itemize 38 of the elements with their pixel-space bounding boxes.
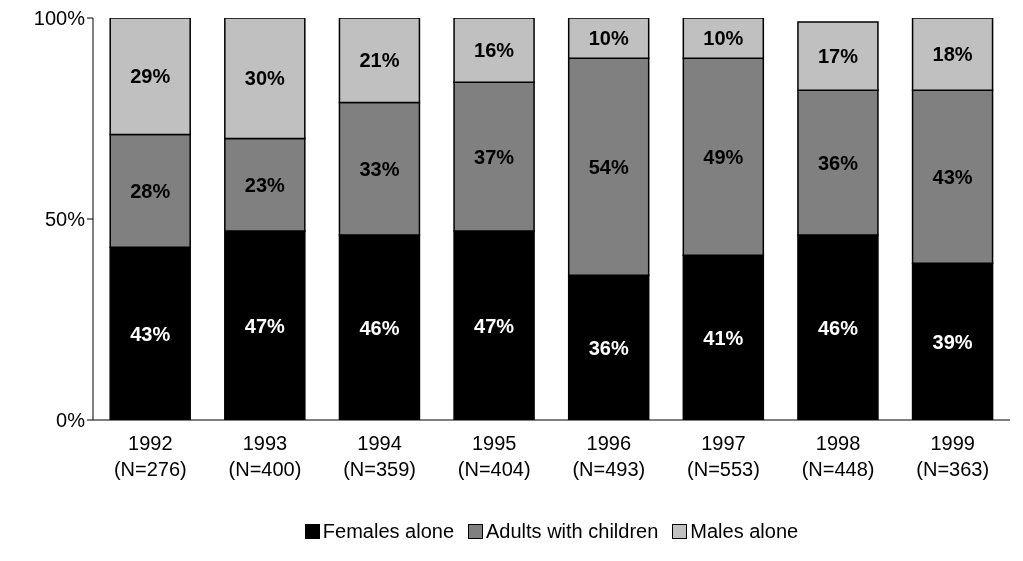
data-label: 47% <box>244 314 286 337</box>
data-label: 17% <box>817 45 859 68</box>
x-tick-label: 1997 (N=553) <box>687 432 760 480</box>
y-tick-label: 50% <box>44 208 86 231</box>
x-tick-label: 1994 (N=359) <box>343 432 416 480</box>
x-tick-label: 1998 (N=448) <box>801 432 875 480</box>
data-label: 36% <box>817 151 859 174</box>
data-label: 54% <box>588 155 629 178</box>
data-label: 23% <box>244 173 286 196</box>
data-label: 28% <box>130 179 171 202</box>
legend-label: Adults with children <box>485 520 659 543</box>
x-tick-label: 1999 (N=363) <box>916 432 990 480</box>
x-tick-label: 1996 (N=493) <box>572 432 646 480</box>
data-label: 10% <box>703 27 744 50</box>
data-label: 18% <box>932 43 973 66</box>
data-label: 46% <box>817 316 859 339</box>
legend-label: Females alone <box>321 520 455 543</box>
x-tick-label: 1993 (N=400) <box>228 432 302 480</box>
legend-label: Males alone <box>689 520 799 543</box>
y-tick-label: 0% <box>56 409 86 432</box>
data-label: 33% <box>359 157 400 180</box>
data-label: 43% <box>130 322 171 345</box>
y-tick-label: 100% <box>33 7 86 30</box>
x-tick-label: 1992 (N=276) <box>113 432 187 480</box>
data-label: 36% <box>588 336 629 359</box>
data-label: 39% <box>932 330 973 353</box>
data-label: 46% <box>359 316 400 339</box>
data-label: 30% <box>244 67 286 90</box>
x-tick-label: 1995 (N=404) <box>457 432 531 480</box>
data-label: 10% <box>588 27 629 50</box>
data-label: 49% <box>703 145 744 168</box>
data-label: 37% <box>474 145 515 168</box>
data-label: 41% <box>703 326 744 349</box>
data-label: 21% <box>359 49 400 72</box>
data-label: 29% <box>130 65 171 88</box>
data-label: 43% <box>932 165 973 188</box>
data-label: 16% <box>474 39 515 62</box>
data-label: 47% <box>474 314 515 337</box>
